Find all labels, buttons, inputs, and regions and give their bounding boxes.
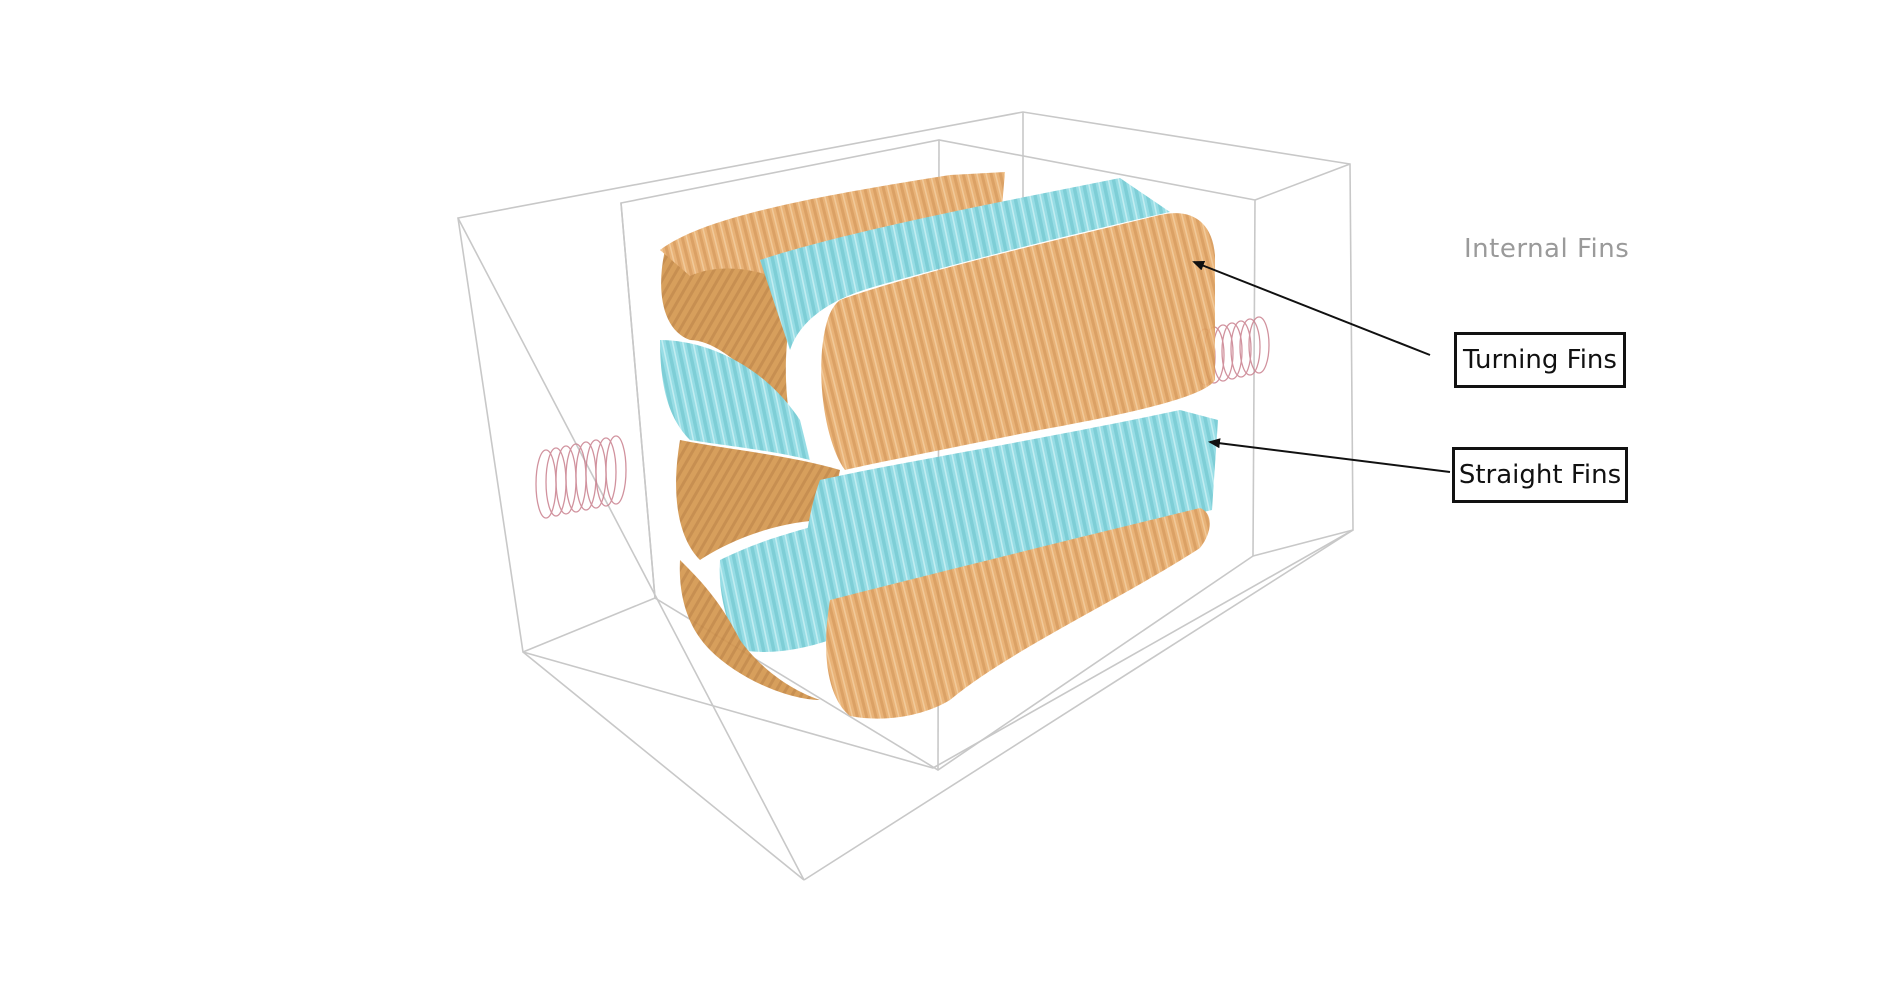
turning-fins-arrow	[1192, 261, 1431, 356]
fin-assembly	[660, 172, 1218, 719]
diagram-title: Internal Fins	[1464, 234, 1630, 264]
straight-fins-lower-left	[719, 522, 830, 652]
straight-fins-arrow	[1208, 438, 1451, 473]
straight-fins-label: Straight Fins	[1452, 447, 1628, 503]
turning-fins-main	[821, 213, 1215, 470]
straight-fins-left	[660, 340, 810, 460]
turning-fins-bottom	[826, 508, 1210, 719]
turning-fins-lower-left	[679, 560, 820, 700]
turning-fins-pinch	[676, 440, 840, 560]
turning-fins-label: Turning Fins	[1454, 332, 1626, 388]
straight-fins-upper	[760, 178, 1170, 350]
straight-fins-lower	[800, 410, 1218, 628]
turning-fins-top	[660, 172, 1005, 280]
inlet-port	[535, 435, 627, 519]
callout-arrows	[1192, 261, 1451, 473]
